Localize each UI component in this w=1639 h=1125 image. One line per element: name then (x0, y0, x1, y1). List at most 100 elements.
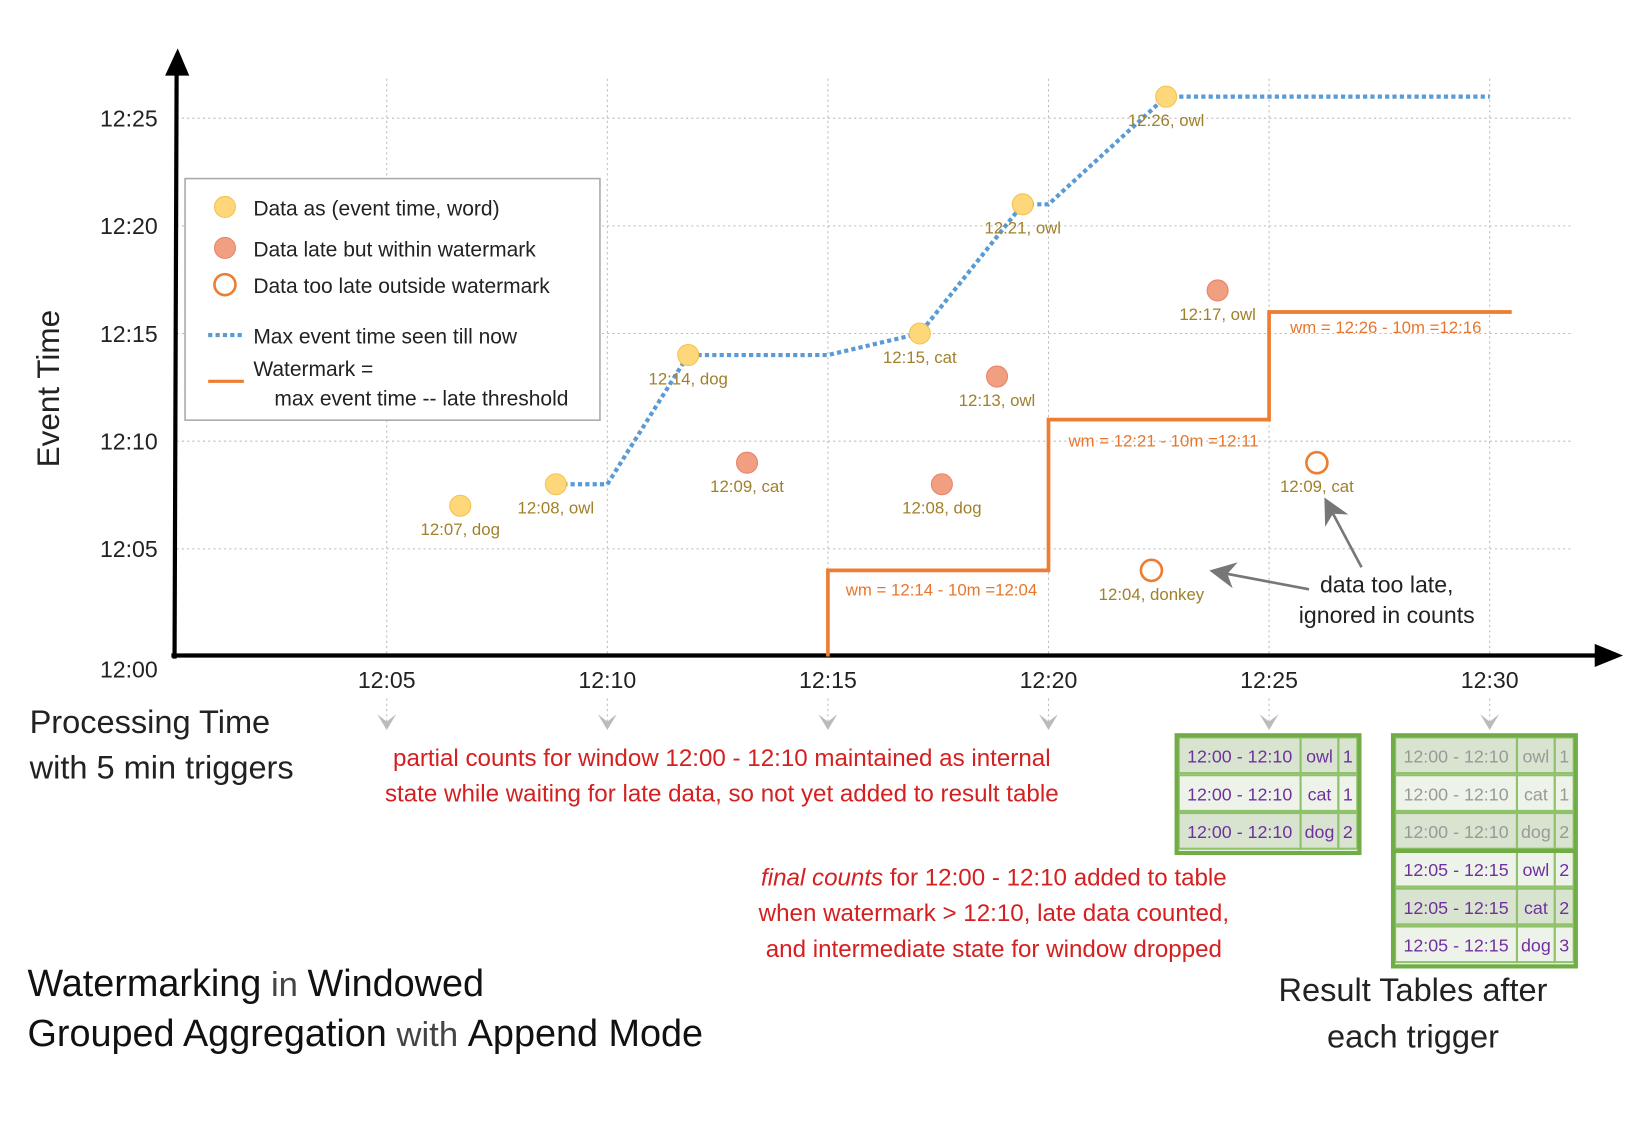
data-point-label: 12:26, owl (1128, 111, 1205, 130)
final-counts-note-line2: when watermark > 12:10, late data counte… (758, 900, 1229, 927)
title-part: Append Mode (468, 1013, 703, 1055)
y-tick-label: 12:20 (100, 213, 158, 239)
partial-counts-note-line2: state while waiting for late data, so no… (385, 780, 1059, 807)
data-point-label: 12:08, owl (518, 499, 595, 518)
x-tick-label: 12:10 (578, 667, 636, 693)
diagram-title-line2: Grouped Aggregation with Append Mode (27, 1013, 703, 1055)
result-table-1225: 12:00 - 12:10 owl 112:00 - 12:10 cat 112:00 … (1174, 733, 1362, 856)
trigger-arrow-icon (597, 714, 617, 731)
count-cell: 2 (1343, 822, 1353, 842)
count-cell: 2 (1559, 898, 1569, 918)
data-point-on-time (1011, 193, 1034, 216)
data-point-too-late (1139, 558, 1164, 583)
window-cell: 12:00 - 12:10 (1403, 747, 1508, 767)
table-row: 12:00 - 12:10 dog 2 (1394, 811, 1575, 850)
watermark-label: wm = 12:21 - 10m =12:11 (1067, 431, 1258, 450)
data-point-on-time (544, 473, 567, 496)
data-point-on-time (908, 322, 931, 345)
title-part: with (387, 1016, 468, 1054)
data-point-label: 12:09, cat (710, 477, 784, 496)
word-cell: dog (1521, 822, 1551, 842)
data-point-on-time (449, 494, 472, 517)
data-point-label: 12:13, owl (959, 391, 1036, 410)
trigger-arrow-icon (377, 714, 397, 731)
word-cell: cat (1308, 784, 1332, 804)
y-tick-label: 12:10 (100, 429, 158, 455)
data-point-late (735, 451, 759, 474)
word-cell: cat (1524, 784, 1548, 804)
count-cell: 1 (1559, 747, 1569, 767)
table-row: 12:00 - 12:10 dog 2 (1177, 811, 1359, 850)
watermark-line (826, 310, 1512, 657)
window-cell: 12:05 - 12:15 (1403, 860, 1508, 880)
table-row: 12:05 - 12:15 cat 2 (1394, 887, 1575, 926)
final-counts-note-line3: and intermediate state for window droppe… (766, 936, 1222, 963)
count-cell: 2 (1559, 822, 1569, 842)
title-part: in (261, 966, 307, 1004)
x-axis-label: Processing Time (30, 704, 271, 740)
window-cell: 12:00 - 12:10 (1187, 822, 1292, 842)
result-tables-caption: Result Tables after (1279, 972, 1548, 1008)
x-tick-label: 12:30 (1461, 667, 1519, 693)
y-tick-label: 12:00 (100, 657, 158, 683)
count-cell: 1 (1343, 747, 1353, 767)
data-point-label: 12:07, dog (421, 520, 500, 539)
result-table-1230: 12:00 - 12:10 owl 112:00 - 12:10 cat 112:00 … (1390, 733, 1578, 969)
final-counts-text: for 12:00 - 12:10 added to table (883, 865, 1227, 892)
y-axis-arrow (165, 48, 190, 76)
diagram-title: Watermarking in Windowed (27, 963, 484, 1005)
axes (165, 48, 1624, 668)
too-late-annotation: data too late, ignored in counts (1209, 497, 1475, 628)
window-cell: 12:00 - 12:10 (1187, 747, 1292, 767)
word-cell: owl (1522, 860, 1549, 880)
window-cell: 12:05 - 12:15 (1403, 936, 1508, 956)
x-tick-label: 12:25 (1240, 667, 1298, 693)
max-event-time-line (555, 94, 1490, 487)
legend-label-line2: max event time -- late threshold (274, 387, 568, 410)
data-point-label: 12:17, owl (1179, 305, 1256, 324)
x-tick-label: 12:15 (799, 667, 857, 693)
partial-counts-note: partial counts for window 12:00 - 12:10 … (393, 745, 1051, 772)
title-part: Grouped Aggregation (27, 1013, 386, 1055)
data-point-on-time (1155, 85, 1178, 108)
legend-label: Data as (event time, word) (253, 197, 499, 220)
watermark-label: wm = 12:14 - 10m =12:04 (845, 581, 1037, 600)
legend-label: Watermark = (253, 358, 373, 381)
legend-on-time-marker (213, 195, 236, 218)
data-point-too-late (1305, 450, 1329, 475)
x-tick-label: 12:20 (1020, 667, 1078, 693)
word-cell: owl (1306, 747, 1333, 767)
final-counts-note: final counts for 12:00 - 12:10 added to … (761, 865, 1227, 892)
table-row: 12:00 - 12:10 cat 1 (1177, 774, 1359, 812)
window-cell: 12:05 - 12:15 (1403, 898, 1508, 918)
title-part: Windowed (308, 963, 484, 1005)
legend-late-marker (213, 236, 236, 259)
data-point-late (1206, 279, 1229, 302)
x-tick-label: 12:05 (358, 667, 416, 693)
y-tick-label: 12:15 (100, 321, 158, 347)
table-row: 12:00 - 12:10 owl 1 (1177, 736, 1359, 775)
data-point-late (985, 365, 1009, 388)
table-row: 12:00 - 12:10 owl 1 (1394, 736, 1575, 775)
title-part: Watermarking (27, 963, 261, 1005)
window-cell: 12:00 - 12:10 (1403, 784, 1508, 804)
table-row: 12:05 - 12:15 dog 3 (1394, 925, 1575, 964)
count-cell: 3 (1559, 936, 1569, 956)
data-point-late (930, 473, 953, 496)
trigger-arrow-icon (818, 714, 838, 731)
legend-label: Data too late outside watermark (253, 275, 550, 298)
data-point-label: 12:14, dog (648, 369, 727, 388)
y-tick-label: 12:25 (100, 106, 158, 132)
data-point-label: 12:09, cat (1280, 477, 1354, 496)
y-axis-label: Event Time (30, 310, 66, 468)
x-axis-label-line2: with 5 min triggers (29, 749, 294, 785)
legend-too-late-marker (213, 272, 237, 297)
result-tables-caption-line2: each trigger (1327, 1018, 1499, 1054)
word-cell: owl (1522, 747, 1549, 767)
x-axis-arrow (1594, 643, 1624, 668)
y-tick-label: 12:05 (100, 536, 158, 562)
count-cell: 2 (1559, 860, 1569, 880)
table-row: 12:00 - 12:10 cat 1 (1394, 774, 1575, 812)
count-cell: 1 (1343, 784, 1353, 804)
